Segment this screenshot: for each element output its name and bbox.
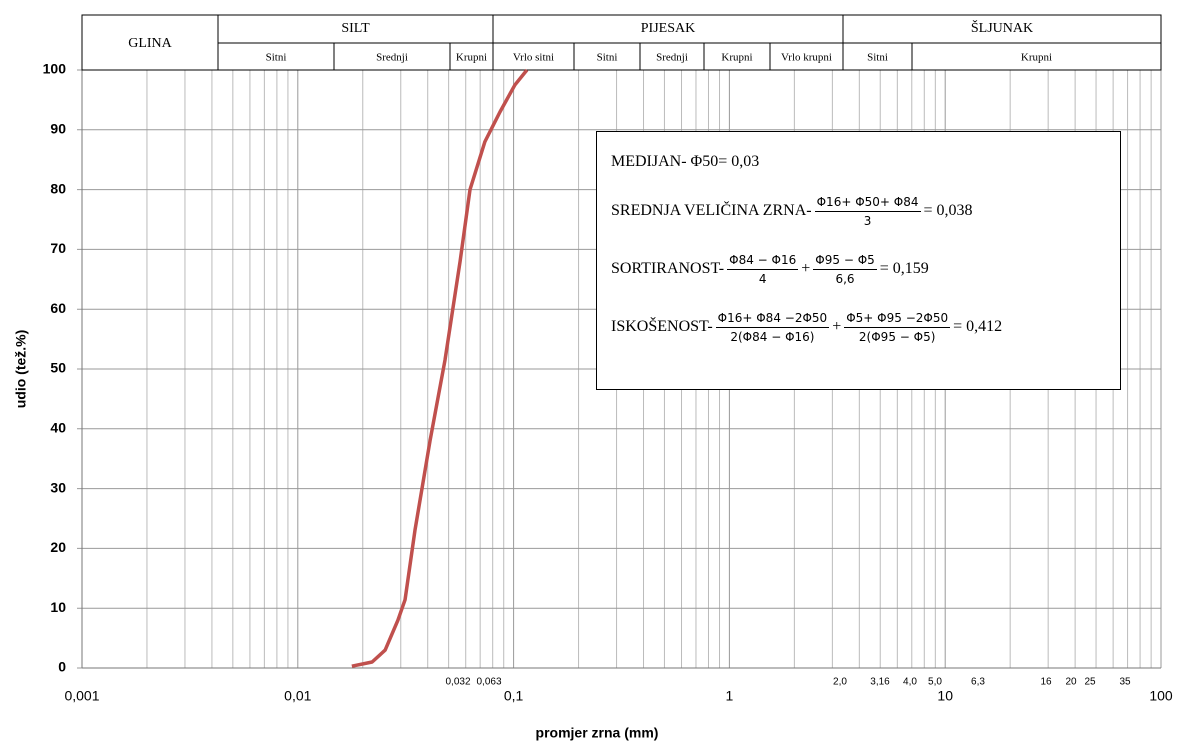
denominator: 2(Φ95 − Φ5) <box>858 329 936 344</box>
size-subgroup: Sitni <box>597 52 618 64</box>
fraction: Φ95 − Φ5 6,6 <box>813 253 877 286</box>
size-subgroup: Sitni <box>867 52 888 64</box>
numerator: Φ16+ Φ50+ Φ84 <box>814 195 921 212</box>
data-line <box>351 68 529 668</box>
annotation-text: SREDNJA VELIČINA ZRNA- <box>611 202 812 219</box>
size-subgroup: Vrlo sitni <box>513 52 554 64</box>
fraction: Φ5+ Φ95 −2Φ50 2(Φ95 − Φ5) <box>844 311 951 344</box>
annotation-text: = 0,412 <box>953 318 1003 335</box>
fraction: Φ84 − Φ16 4 <box>727 253 799 286</box>
annotation-text: + <box>801 260 811 277</box>
boundary-label: 5,0 <box>928 677 942 688</box>
annotation-row: SREDNJA VELIČINA ZRNA- Φ16+ Φ50+ Φ84 3 = 0,… <box>611 182 1106 240</box>
size-subgroup: Krupni <box>456 52 487 64</box>
y-tick-label: 90 <box>50 121 66 137</box>
x-axis-label: promjer zrna (mm) <box>536 725 659 741</box>
denominator: 4 <box>758 271 767 286</box>
x-tick-label: 1 <box>726 688 734 704</box>
y-tick-label: 70 <box>50 240 66 256</box>
annotation-row: MEDIJAN- Φ50= 0,03 <box>611 142 1106 182</box>
y-tick-label: 100 <box>43 61 67 77</box>
size-group: SILT <box>341 21 370 36</box>
denominator: 6,6 <box>835 271 855 286</box>
boundary-label: 2,0 <box>833 677 847 688</box>
size-subgroup: Vrlo krupni <box>781 52 832 64</box>
size-subgroup: Krupni <box>1021 52 1052 64</box>
y-tick-label: 40 <box>50 420 66 436</box>
annotation-text: = 0,159 <box>879 260 929 277</box>
boundary-label: 0,063 <box>476 677 501 688</box>
size-group: GLINA <box>128 36 172 51</box>
boundary-label: 4,0 <box>903 677 917 688</box>
denominator: 2(Φ84 − Φ16) <box>730 329 815 344</box>
annotation-text: = 0,038 <box>923 202 973 219</box>
boundary-label: 3,16 <box>870 677 890 688</box>
annotation-text: ISKOŠENOST- <box>611 318 713 335</box>
size-subgroup: Srednji <box>376 52 408 64</box>
x-tick-label: 100 <box>1149 688 1173 704</box>
fraction: Φ16+ Φ50+ Φ84 3 <box>814 195 921 228</box>
y-tick-label: 10 <box>50 599 66 615</box>
y-tick-label: 50 <box>50 360 66 376</box>
x-tick-label: 0,001 <box>64 688 99 704</box>
denominator: 3 <box>863 213 872 228</box>
numerator: Φ95 − Φ5 <box>813 253 877 270</box>
y-axis-label: udio (tež.%) <box>13 330 29 409</box>
numerator: Φ16+ Φ84 −2Φ50 <box>715 311 830 328</box>
y-tick-label: 30 <box>50 479 66 495</box>
y-tick-label: 0 <box>58 659 66 675</box>
boundary-label: 6,3 <box>971 677 985 688</box>
x-tick-label: 0,1 <box>504 688 524 704</box>
annotation-row: SORTIRANOST- Φ84 − Φ16 4 + Φ95 − Φ5 6,6 = 0,15… <box>611 240 1106 298</box>
annotation-row: ISKOŠENOST- Φ16+ Φ84 −2Φ50 2(Φ84 − Φ16) + Φ5… <box>611 298 1106 356</box>
boundary-label: 35 <box>1119 677 1131 688</box>
numerator: Φ84 − Φ16 <box>727 253 799 270</box>
boundary-label: 20 <box>1065 677 1077 688</box>
annotation-text: MEDIJAN- Φ50= 0,03 <box>611 153 760 170</box>
boundary-label: 0,032 <box>445 677 470 688</box>
y-tick-label: 80 <box>50 180 66 196</box>
y-tick-label: 60 <box>50 300 66 316</box>
size-subgroup: Sitni <box>266 52 287 64</box>
boundary-label: 25 <box>1084 677 1096 688</box>
size-subgroup: Krupni <box>721 52 752 64</box>
size-subgroup: Srednji <box>656 52 688 64</box>
fraction: Φ16+ Φ84 −2Φ50 2(Φ84 − Φ16) <box>715 311 830 344</box>
size-group: ŠLJUNAK <box>971 19 1033 36</box>
annotation-text: SORTIRANOST- <box>611 260 725 277</box>
boundary-label: 16 <box>1040 677 1052 688</box>
annotation-text: + <box>832 318 842 335</box>
size-group: PIJESAK <box>641 21 695 36</box>
x-tick-label: 10 <box>937 688 953 704</box>
x-tick-label: 0,01 <box>284 688 311 704</box>
statistics-box: MEDIJAN- Φ50= 0,03 SREDNJA VELIČINA ZRNA-… <box>596 131 1121 390</box>
y-tick-label: 20 <box>50 539 66 555</box>
numerator: Φ5+ Φ95 −2Φ50 <box>844 311 951 328</box>
